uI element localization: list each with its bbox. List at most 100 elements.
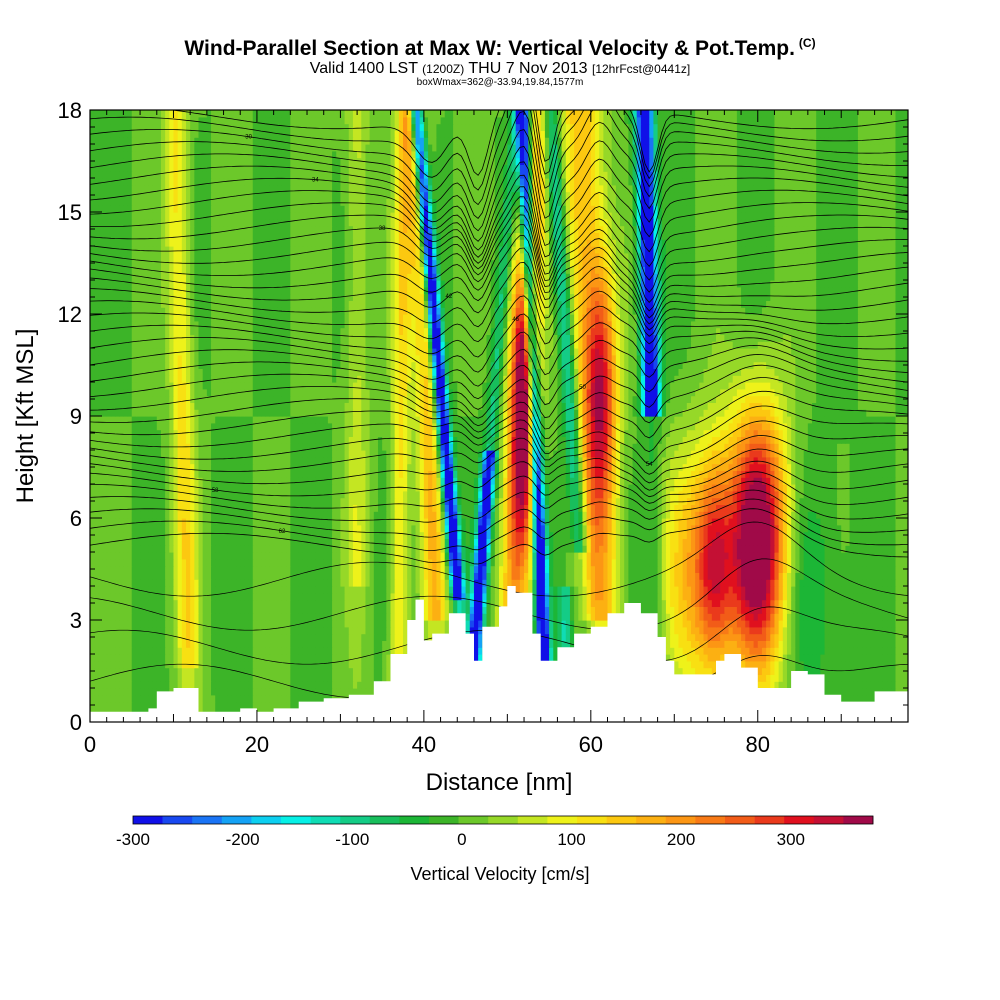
velocity-cell — [649, 599, 655, 607]
velocity-cell — [895, 647, 901, 655]
velocity-cell — [766, 572, 771, 580]
velocity-cell — [724, 558, 730, 567]
velocity-cell — [373, 660, 379, 669]
velocity-cell — [352, 579, 358, 587]
velocity-cell — [532, 558, 538, 567]
velocity-cell — [891, 558, 897, 567]
velocity-cell — [365, 674, 371, 682]
velocity-cell — [344, 620, 350, 628]
velocity-cell — [273, 688, 279, 696]
velocity-cell — [206, 647, 212, 655]
velocity-cell — [127, 660, 133, 669]
velocity-cell — [832, 586, 838, 594]
velocity-cell — [298, 592, 304, 601]
velocity-cell — [594, 572, 600, 580]
velocity-cell — [828, 660, 834, 669]
velocity-cell — [348, 586, 354, 594]
velocity-cell — [110, 654, 116, 662]
velocity-cell — [273, 599, 279, 607]
velocity-cell — [261, 654, 266, 662]
velocity-cell — [540, 552, 546, 560]
velocity-cell — [98, 558, 104, 567]
velocity-cell — [607, 606, 613, 614]
velocity-cell — [110, 667, 116, 675]
velocity-cell — [102, 633, 108, 641]
velocity-cell — [365, 654, 371, 662]
velocity-cell — [135, 654, 141, 662]
velocity-cell — [319, 586, 325, 594]
velocity-cell — [265, 620, 271, 628]
velocity-cell — [352, 640, 358, 648]
velocity-cell — [895, 599, 901, 607]
velocity-cell — [273, 565, 279, 573]
velocity-cell — [862, 660, 867, 669]
velocity-cell — [407, 572, 412, 580]
velocity-cell — [853, 640, 859, 648]
velocity-cell — [824, 674, 830, 682]
velocity-cell — [532, 620, 538, 628]
velocity-cell — [98, 620, 104, 628]
velocity-cell — [223, 586, 229, 594]
velocity-cell — [812, 613, 817, 621]
velocity-cell — [711, 620, 717, 628]
velocity-cell — [206, 681, 212, 689]
velocity-cell — [824, 660, 830, 669]
velocity-cell — [578, 579, 584, 587]
velocity-cell — [757, 667, 763, 675]
chart-subtitle: Valid 1400 LST (1200Z) THU 7 Nov 2013 [1… — [0, 60, 1000, 78]
velocity-cell — [127, 558, 133, 567]
velocity-cell — [181, 640, 187, 648]
velocity-cell — [244, 565, 250, 573]
velocity-cell — [294, 552, 300, 560]
velocity-cell — [803, 592, 809, 601]
velocity-cell — [156, 640, 162, 648]
velocity-cell — [878, 633, 884, 641]
velocity-cell — [882, 572, 888, 580]
velocity-cell — [557, 572, 563, 580]
velocity-cell — [849, 674, 855, 682]
velocity-cell — [386, 606, 392, 614]
velocity-cell — [290, 606, 296, 614]
velocity-cell — [419, 572, 425, 580]
velocity-cell — [724, 599, 730, 607]
velocity-cell — [703, 586, 709, 594]
velocity-cell — [853, 647, 859, 655]
velocity-cell — [653, 606, 659, 614]
velocity-cell — [277, 701, 283, 709]
velocity-cell — [857, 606, 863, 614]
velocity-cell — [653, 586, 659, 594]
velocity-cell — [895, 579, 901, 587]
velocity-cell — [123, 620, 129, 628]
velocity-cell — [311, 565, 316, 573]
velocity-cell — [703, 558, 709, 567]
velocity-cell — [774, 586, 780, 594]
velocity-cell — [319, 660, 325, 669]
velocity-cell — [820, 552, 826, 560]
velocity-cell — [524, 572, 529, 580]
velocity-cell — [160, 667, 166, 675]
velocity-cell — [645, 558, 650, 567]
velocity-cell — [190, 558, 195, 567]
velocity-cell — [165, 620, 170, 628]
velocity-cell — [181, 681, 187, 689]
velocity-cell — [457, 586, 463, 594]
velocity-cell — [194, 579, 200, 587]
velocity-cell — [398, 626, 404, 635]
velocity-cell — [887, 552, 892, 560]
velocity-cell — [302, 647, 308, 655]
velocity-cell — [494, 552, 500, 560]
velocity-cell — [123, 654, 129, 662]
velocity-cell — [148, 640, 154, 648]
velocity-cell — [778, 633, 784, 641]
velocity-cell — [695, 592, 700, 601]
velocity-cell — [845, 565, 851, 573]
velocity-cell — [215, 660, 220, 669]
velocity-cell — [248, 694, 254, 703]
velocity-cell — [369, 654, 375, 662]
velocity-cell — [803, 626, 809, 635]
velocity-cell — [862, 654, 867, 662]
velocity-cell — [319, 552, 325, 560]
velocity-cell — [882, 592, 888, 601]
velocity-cell — [670, 558, 675, 567]
velocity-cell — [870, 599, 876, 607]
